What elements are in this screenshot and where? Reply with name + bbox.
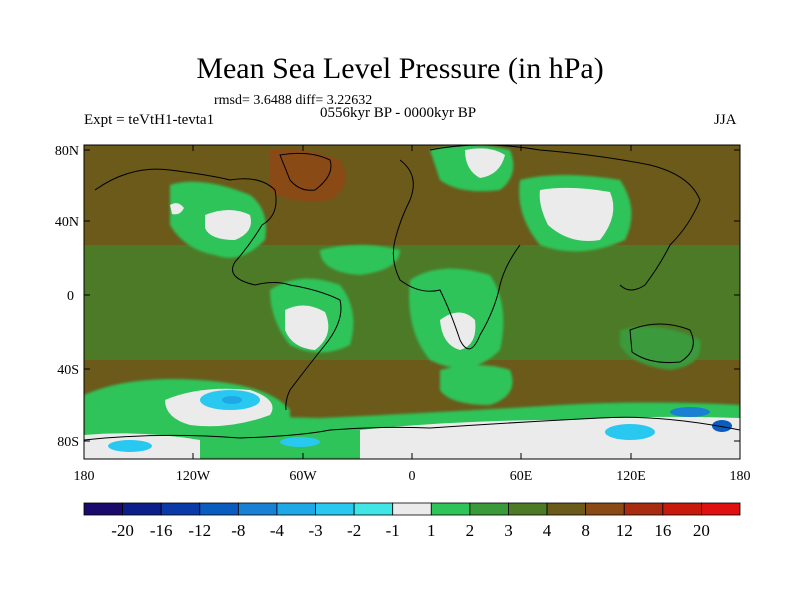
map-plot-area	[84, 145, 740, 459]
colorbar-swatch	[237, 502, 278, 516]
coastline-greenland	[279, 152, 332, 191]
season-label: JJA	[714, 112, 737, 128]
colorbar-label: -1	[386, 521, 400, 540]
y-tick-label: 40N	[55, 215, 79, 230]
colorbar-label: 2	[466, 521, 475, 540]
north-america-white	[205, 210, 251, 240]
south-america-white	[285, 305, 329, 350]
africa-white	[440, 312, 476, 350]
x-tick-label: 180	[730, 469, 751, 484]
x-tick-label: 120W	[176, 469, 211, 484]
colorbar-label: -20	[111, 521, 134, 540]
coastline-south-america	[254, 282, 342, 411]
y-tick-label: 40S	[57, 363, 79, 378]
colorbar-swatch	[276, 502, 316, 516]
y-tick-label: 80S	[57, 435, 79, 450]
colorbar-label: -4	[270, 521, 285, 540]
x-tick-label: 60E	[510, 469, 533, 484]
south-pacific-low-core	[222, 396, 242, 404]
coastline-asia	[429, 145, 701, 291]
antarctic-low-left	[108, 440, 152, 452]
colorbar-swatch	[546, 502, 587, 516]
y-tick-label: 0	[67, 289, 74, 304]
colorbar-swatch	[508, 502, 548, 516]
x-tick-marks	[83, 145, 741, 459]
colorbar-swatch	[585, 502, 625, 516]
australia-green	[620, 326, 701, 370]
colorbar-swatch	[122, 502, 162, 516]
period-label: 0556kyr BP - 0000kyr BP	[320, 105, 477, 121]
x-tick-label: 60W	[289, 469, 317, 484]
coastline-north-america	[94, 168, 277, 286]
colorbar: -20 -16 -12 -8 -4 -3 -2 -1 1 2 3 4 8 12 16 20	[83, 502, 741, 540]
colorbar-swatch	[392, 502, 432, 516]
experiment-label: Expt = teVtH1-tevta1	[84, 112, 215, 128]
coastline-europe-africa	[392, 159, 521, 350]
arctic-white	[465, 148, 505, 178]
colorbar-label: 1	[427, 521, 436, 540]
antarctic-low-far-right	[670, 407, 710, 417]
negative-anomaly-regions	[108, 390, 732, 452]
antarctic-low-edge	[712, 420, 732, 432]
colorbar-swatch	[430, 502, 471, 516]
x-tick-label: 0	[409, 469, 416, 484]
greenland-white	[170, 203, 184, 215]
colorbar-swatch	[662, 502, 702, 516]
colorbar-swatch	[160, 502, 201, 516]
colorbar-label: 12	[616, 521, 633, 540]
colorbar-label: -12	[188, 521, 211, 540]
colorbar-label: 20	[693, 521, 710, 540]
colorbar-label: -16	[150, 521, 173, 540]
x-tick-label: 180	[74, 469, 95, 484]
colorbar-swatch	[353, 502, 394, 516]
colorbar-label: 3	[504, 521, 513, 540]
colorbar-label: -3	[308, 521, 322, 540]
y-tick-label: 80N	[55, 144, 79, 159]
colorbar-label: -2	[347, 521, 361, 540]
colorbar-label: -8	[231, 521, 245, 540]
colorbar-swatch	[623, 502, 664, 516]
asia-white	[539, 187, 614, 241]
y-tick-marks	[84, 149, 740, 442]
colorbar-label: 4	[543, 521, 552, 540]
southern-ocean-green-center	[440, 365, 513, 405]
antarctic-low-right	[605, 424, 655, 440]
sahara-green	[320, 245, 400, 275]
colorbar-swatch	[469, 502, 509, 516]
antarctic-low-center	[280, 437, 320, 447]
high-pressure-north-atlantic	[270, 148, 346, 202]
coastline-australia	[629, 323, 694, 363]
x-tick-label: 120E	[616, 469, 646, 484]
coastline-antarctica	[84, 416, 740, 441]
colorbar-label: 8	[581, 521, 590, 540]
colorbar-swatch	[199, 502, 239, 516]
colorbar-swatch	[83, 502, 123, 516]
colorbar-swatch	[701, 502, 741, 516]
chart-title: Mean Sea Level Pressure (in hPa)	[196, 52, 604, 85]
colorbar-label: 16	[654, 521, 671, 540]
stats-line: rmsd= 3.6488 diff= 3.22632	[214, 93, 373, 108]
coastlines	[84, 145, 740, 441]
colorbar-swatch	[315, 502, 355, 516]
